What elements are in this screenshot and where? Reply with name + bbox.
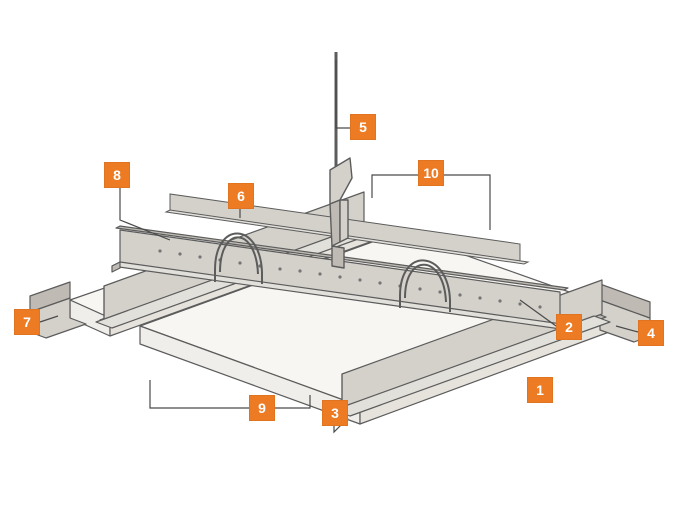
callout-3: 3 — [322, 400, 348, 426]
callout-10: 10 — [418, 160, 444, 186]
callout-5: 5 — [350, 114, 376, 140]
callout-2: 2 — [556, 314, 582, 340]
callout-6: 6 — [228, 183, 254, 209]
callout-1: 1 — [527, 377, 553, 403]
callout-4: 4 — [638, 320, 664, 346]
callout-9: 9 — [249, 395, 275, 421]
callout-8: 8 — [104, 162, 130, 188]
ceiling-assembly-svg — [0, 0, 683, 512]
callout-7: 7 — [14, 309, 40, 335]
diagram-stage: 1 2 3 4 5 6 7 8 9 10 — [0, 0, 683, 512]
